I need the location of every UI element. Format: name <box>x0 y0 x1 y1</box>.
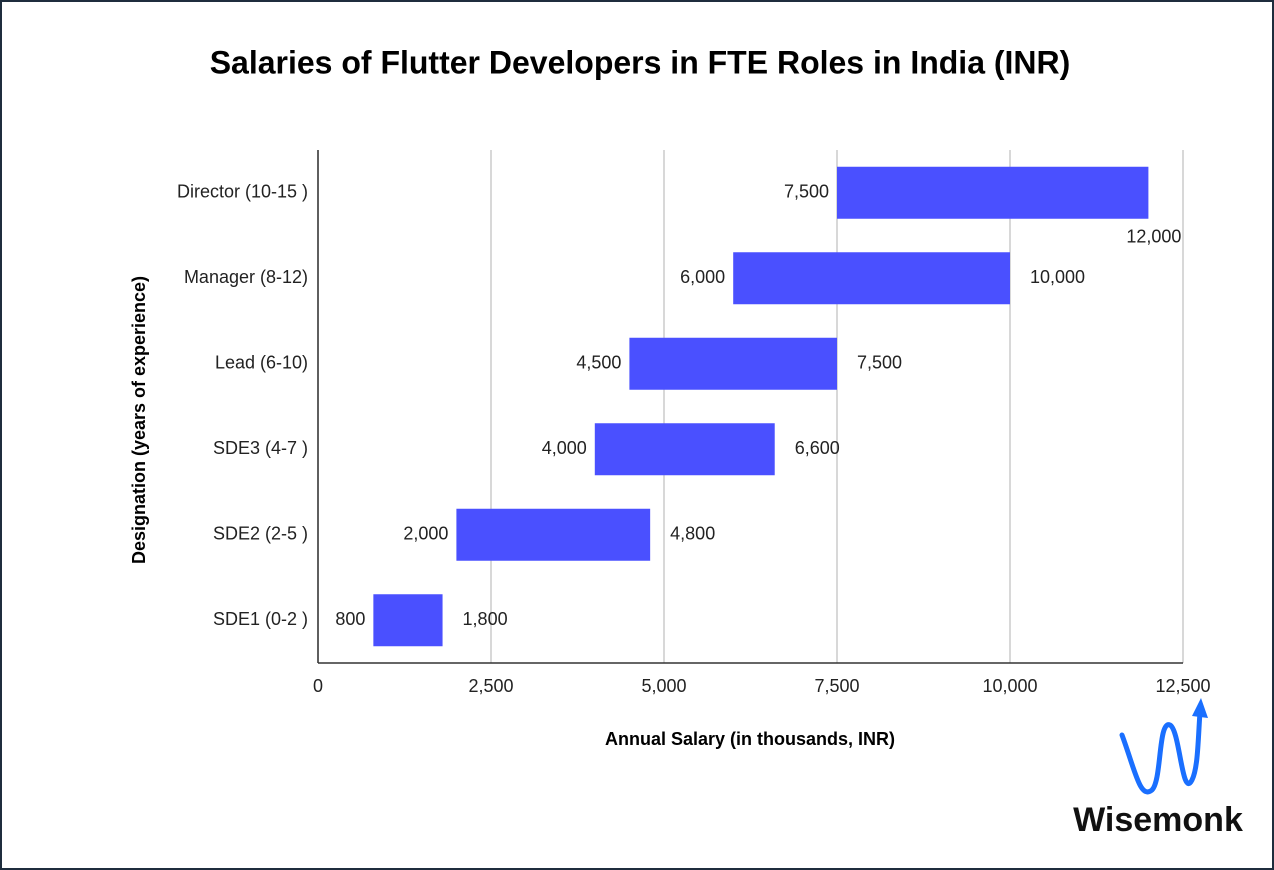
start-label: 4,500 <box>576 353 621 373</box>
x-tick-label: 5,000 <box>641 676 686 696</box>
bar <box>837 166 1149 219</box>
bar <box>629 337 837 390</box>
x-tick-label: 10,000 <box>982 676 1037 696</box>
x-tick-label: 2,500 <box>468 676 513 696</box>
start-label: 6,000 <box>680 267 725 287</box>
y-tick-label: SDE2 (2-5 ) <box>213 524 308 544</box>
y-tick-label: Manager (8-12) <box>184 267 308 287</box>
end-label: 7,500 <box>857 353 902 373</box>
end-label: 12,000 <box>1126 227 1181 247</box>
bar <box>733 252 1010 305</box>
y-tick-label: SDE3 (4-7 ) <box>213 438 308 458</box>
y-tick-label: Director (10-15 ) <box>177 182 308 202</box>
logo-text: Wisemonk <box>1073 801 1243 839</box>
start-label: 7,500 <box>784 182 829 202</box>
end-label: 4,800 <box>670 524 715 544</box>
x-axis-title: Annual Salary (in thousands, INR) <box>605 729 895 749</box>
start-label: 2,000 <box>403 524 448 544</box>
bar <box>594 423 775 476</box>
bar <box>373 594 443 647</box>
y-tick-label: SDE1 (0-2 ) <box>213 609 308 629</box>
y-tick-label: Lead (6-10) <box>215 353 308 373</box>
end-label: 6,600 <box>795 438 840 458</box>
x-tick-label: 0 <box>313 676 323 696</box>
bar <box>456 508 651 561</box>
start-label: 800 <box>335 609 365 629</box>
start-label: 4,000 <box>542 438 587 458</box>
end-label: 10,000 <box>1030 267 1085 287</box>
y-axis-title: Designation (years of experience) <box>129 276 149 564</box>
end-label: 1,800 <box>463 609 508 629</box>
chart-title: Salaries of Flutter Developers in FTE Ro… <box>210 44 1071 80</box>
logo-arrow <box>1192 698 1208 718</box>
x-tick-label: 7,500 <box>814 676 859 696</box>
logo-mark <box>1119 709 1203 795</box>
x-tick-label: 12,500 <box>1155 676 1210 696</box>
